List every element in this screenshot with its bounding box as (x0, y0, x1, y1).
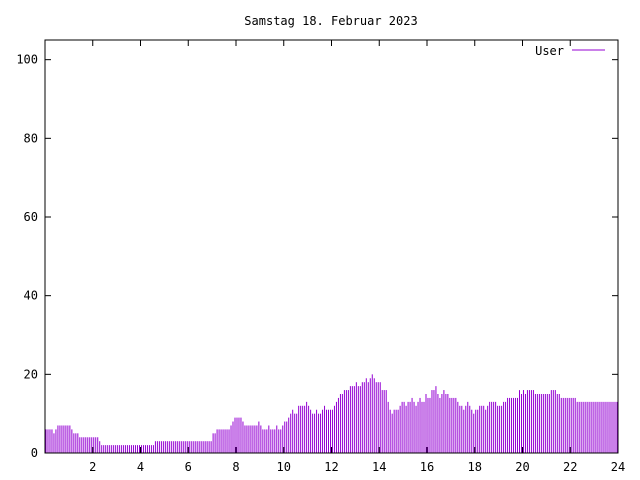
x-tick-label: 4 (137, 460, 144, 474)
x-tick-label: 24 (611, 460, 625, 474)
plot-frame (44, 39, 619, 454)
y-tick-label: 40 (24, 289, 38, 303)
x-tick-label: 16 (420, 460, 434, 474)
bars-group (45, 374, 618, 453)
x-tick-label: 12 (324, 460, 338, 474)
x-tick-label: 22 (563, 460, 577, 474)
legend: User (535, 44, 605, 58)
x-tick-label: 2 (89, 460, 96, 474)
x-tick-label: 18 (468, 460, 482, 474)
y-tick-label: 0 (31, 446, 38, 460)
x-tick-label: 14 (372, 460, 386, 474)
y-tick-label: 20 (24, 367, 38, 381)
chart-title: Samstag 18. Februar 2023 (244, 14, 417, 28)
x-tick-label: 10 (277, 460, 291, 474)
legend-label: User (535, 44, 564, 58)
y-tick-label: 100 (16, 53, 38, 67)
x-tick-label: 6 (185, 460, 192, 474)
x-tick-label: 20 (515, 460, 529, 474)
y-tick-label: 80 (24, 131, 38, 145)
y-tick-label: 60 (24, 210, 38, 224)
x-tick-label: 8 (232, 460, 239, 474)
